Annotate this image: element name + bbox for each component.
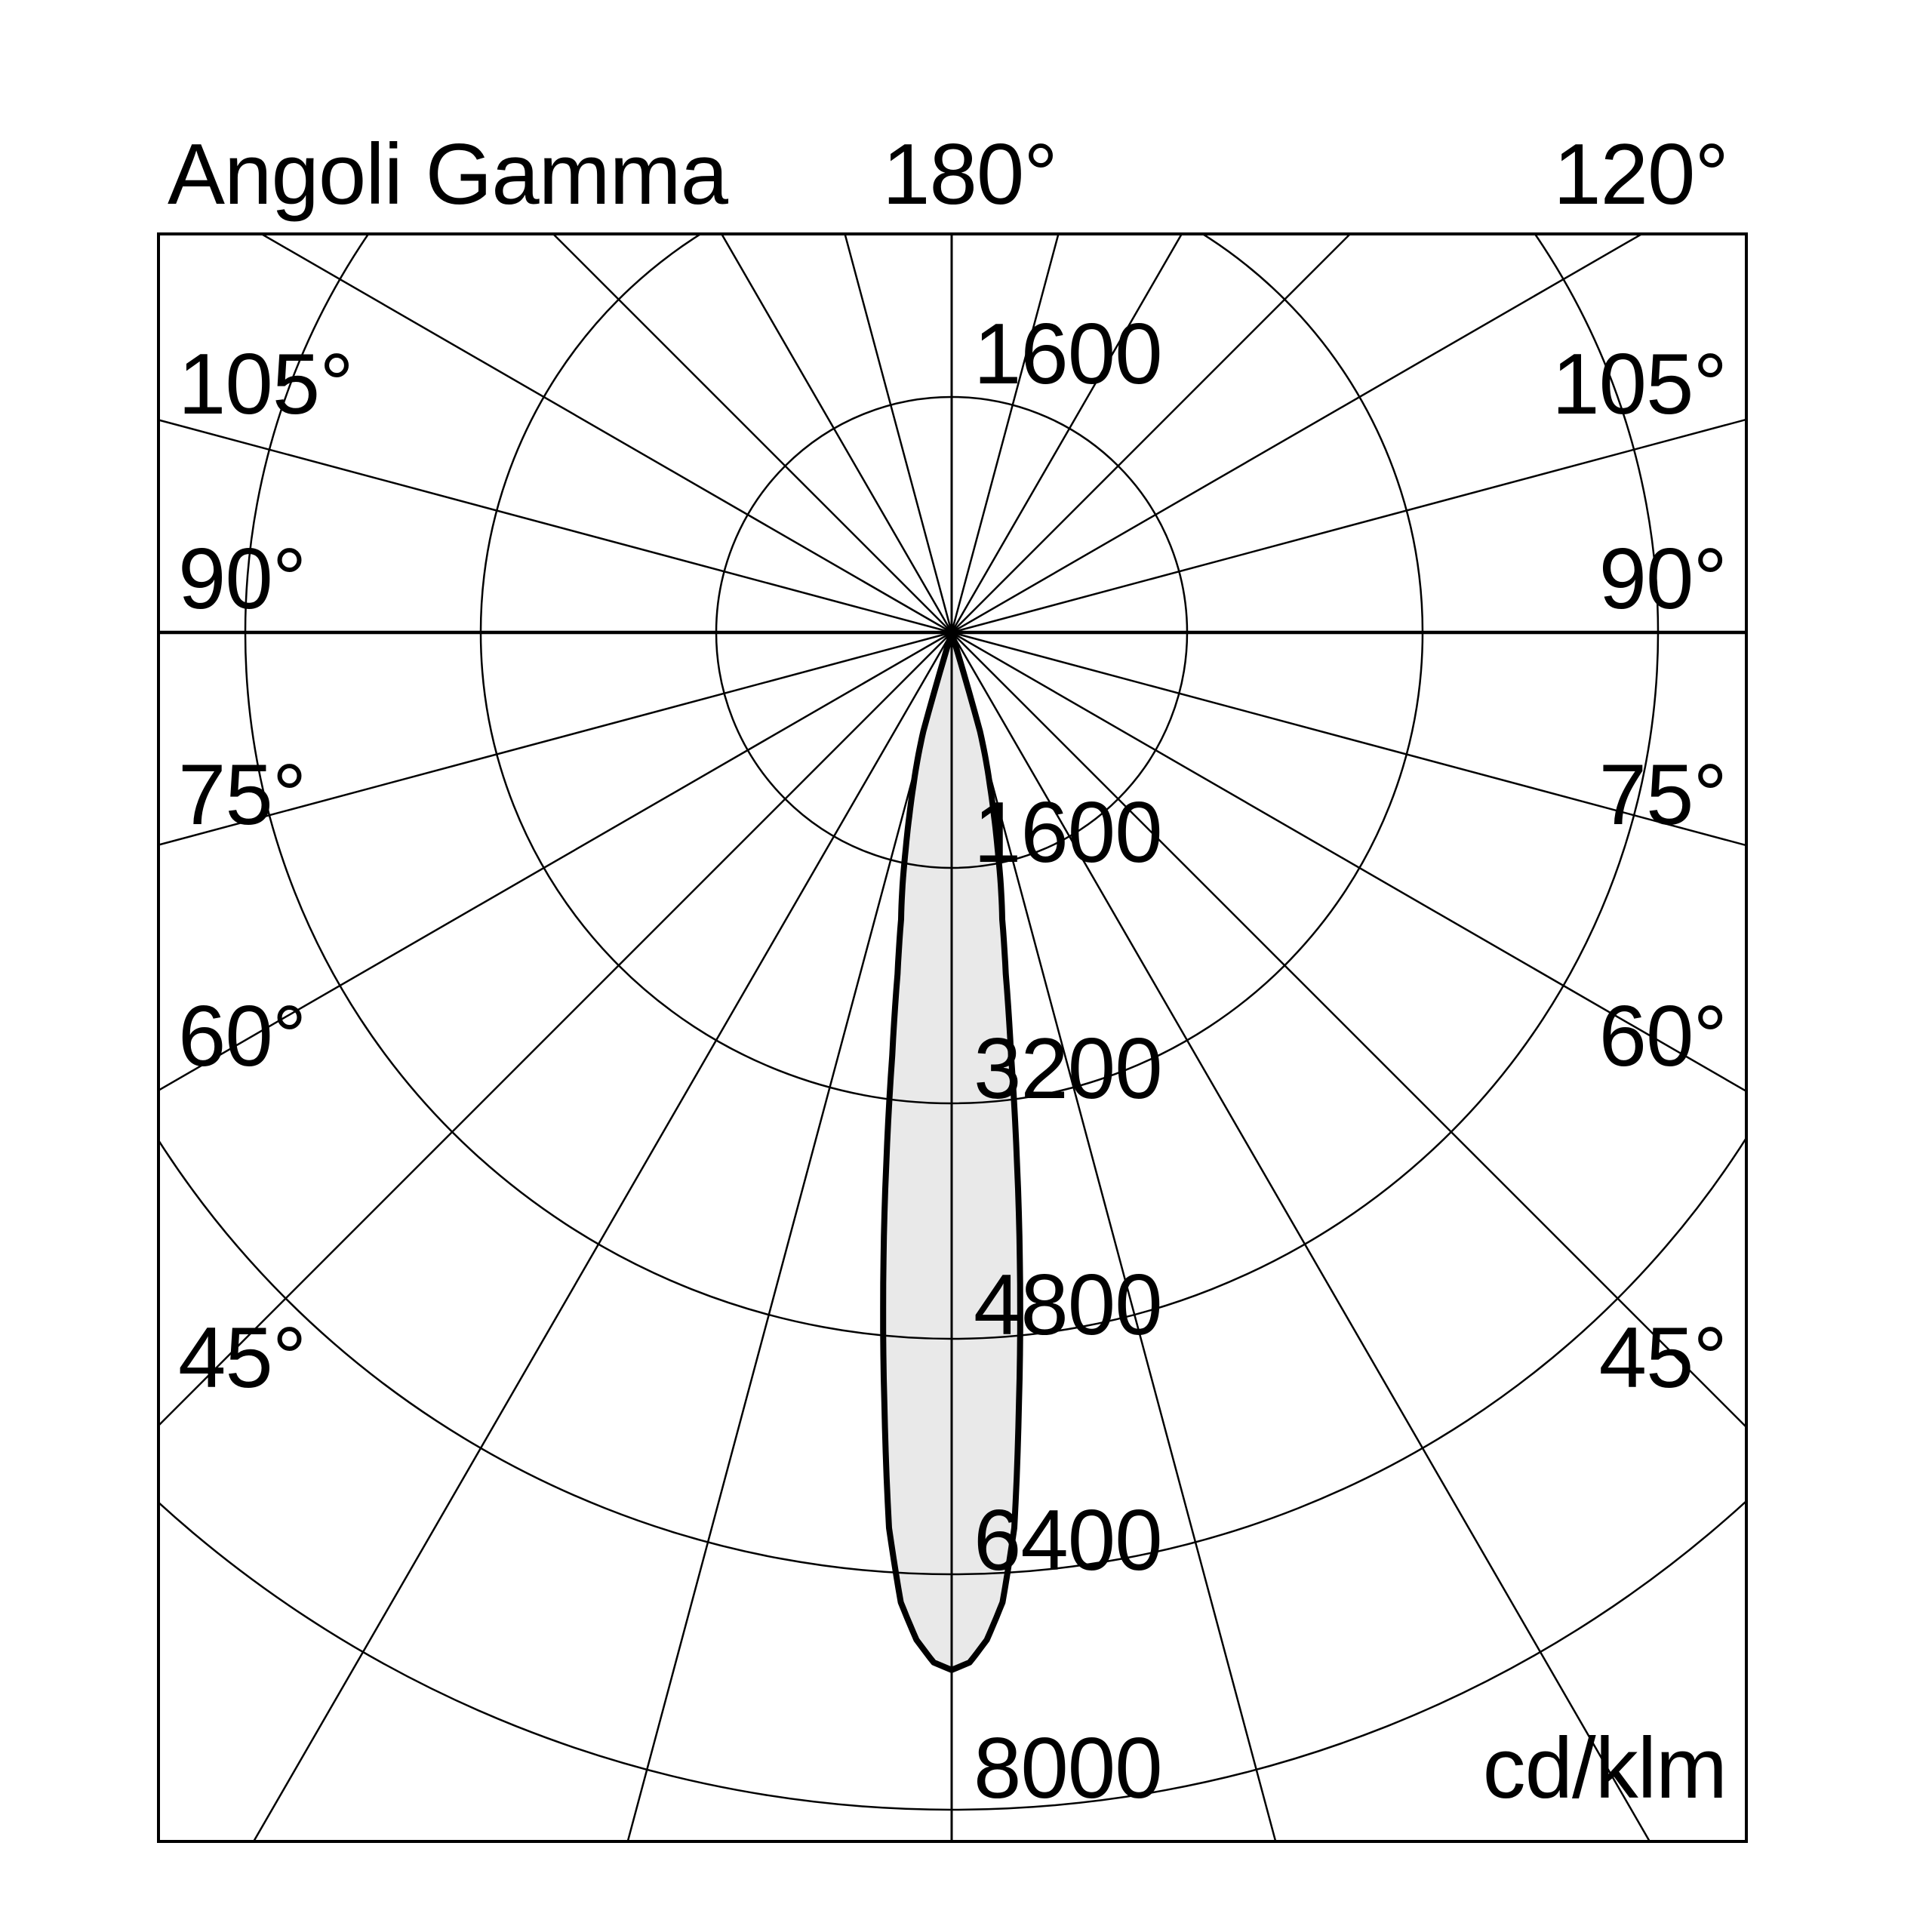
- ring-label-6400: 6400: [974, 1493, 1162, 1589]
- ring-label-4800: 4800: [974, 1257, 1162, 1353]
- gamma-gridline-240: [259, 234, 952, 634]
- gamma-180-label: 180°: [882, 127, 1057, 223]
- right-angle-label-45: 45°: [1599, 1310, 1727, 1406]
- ring-label-1600-upper: 1600: [974, 306, 1162, 402]
- gamma-gridline-150: [950, 234, 1183, 633]
- right-angle-label-75: 75°: [1599, 747, 1727, 843]
- gamma-gridline-30: [950, 632, 1651, 1841]
- gamma-gridline-210: [720, 234, 953, 633]
- gamma-gridline-225: [552, 234, 952, 633]
- gamma-gridline-195: [844, 234, 953, 633]
- beam-lobe-outline: [880, 629, 1023, 1673]
- gamma-gridline-135: [951, 234, 1352, 633]
- right-angle-label-60: 60°: [1599, 989, 1727, 1084]
- left-angle-label-60: 60°: [178, 989, 306, 1084]
- chart-title: Angoli Gamma: [168, 127, 729, 223]
- gamma-gridline-60: [951, 631, 1746, 1093]
- ring-label-8000: 8000: [974, 1721, 1162, 1817]
- gamma-gridline-300: [158, 631, 952, 1092]
- gamma-gridline-75: [951, 631, 1746, 847]
- gamma-gridline-330: [252, 632, 953, 1841]
- unit-label: cd/klm: [1483, 1721, 1727, 1817]
- gamma-gridline-45: [951, 632, 1746, 1429]
- gamma-gridline-315: [158, 632, 952, 1427]
- ring-label-3200: 3200: [974, 1021, 1162, 1117]
- left-angle-label-105: 105°: [178, 337, 353, 432]
- gamma-120-label: 120°: [1553, 127, 1728, 223]
- right-angle-label-105: 105°: [1552, 337, 1727, 432]
- left-angle-label-75: 75°: [178, 747, 306, 843]
- gamma-gridline-120: [951, 234, 1644, 634]
- plot-frame: [157, 232, 1748, 1843]
- gamma-gridline-165: [950, 234, 1060, 633]
- gamma-gridline-285: [158, 631, 952, 846]
- gamma-gridline-345: [626, 632, 953, 1841]
- left-angle-label-45: 45°: [178, 1310, 306, 1406]
- gamma-gridline-15: [950, 632, 1277, 1841]
- right-angle-label-90: 90°: [1599, 531, 1727, 627]
- left-angle-label-90: 90°: [178, 531, 306, 627]
- gamma-gridline-255: [158, 419, 952, 634]
- ring-label-1600-lower: 1600: [974, 785, 1162, 881]
- diagram-labels: Angoli Gamma 180° 120° 105° 90° 75° 60° …: [168, 127, 1729, 1817]
- gamma-gridline-105: [951, 418, 1746, 634]
